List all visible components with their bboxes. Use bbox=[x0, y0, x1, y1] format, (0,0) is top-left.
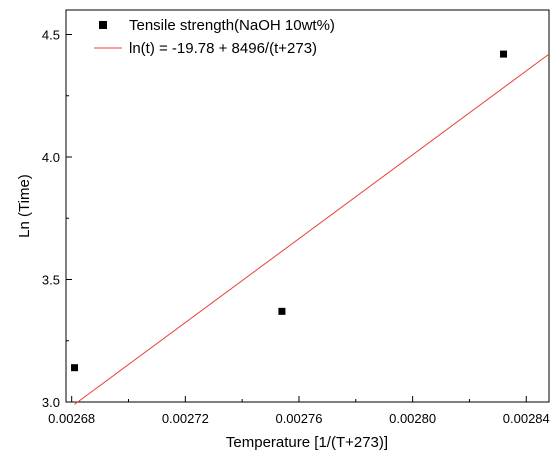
fit-line bbox=[74, 53, 550, 405]
data-point bbox=[71, 364, 79, 372]
x-tick-label: 0.00280 bbox=[389, 411, 436, 426]
plot-frame bbox=[65, 9, 550, 403]
x-tick-label: 0.00268 bbox=[48, 411, 95, 426]
y-tick-label: 3.5 bbox=[42, 273, 60, 288]
x-tick-label: 0.00276 bbox=[275, 411, 322, 426]
chart-marks bbox=[71, 50, 550, 405]
legend-marker-square bbox=[99, 21, 107, 29]
legend-label-1: Tensile strength(NaOH 10wt%) bbox=[129, 17, 335, 34]
x-tick-label: 0.00284 bbox=[503, 411, 550, 426]
axis-ticks: 3.0 3.5 4.0 4.5 0.00268 0.00272 0.00276 0.00280… bbox=[42, 28, 550, 427]
y-tick-label: 4.0 bbox=[42, 150, 60, 165]
x-axis-title: Temperature [1/(T+273)] bbox=[226, 434, 388, 451]
y-tick-label: 4.5 bbox=[42, 28, 60, 43]
y-axis-title: Ln (Time) bbox=[16, 174, 33, 238]
legend: Tensile strength(NaOH 10wt%) ln(t) = -19… bbox=[94, 17, 335, 57]
x-tick-label: 0.00272 bbox=[162, 411, 209, 426]
data-point bbox=[500, 50, 508, 58]
data-point bbox=[278, 307, 286, 315]
legend-label-2: ln(t) = -19.78 + 8496/(t+273) bbox=[129, 40, 317, 57]
y-tick-label: 3.0 bbox=[42, 395, 60, 410]
